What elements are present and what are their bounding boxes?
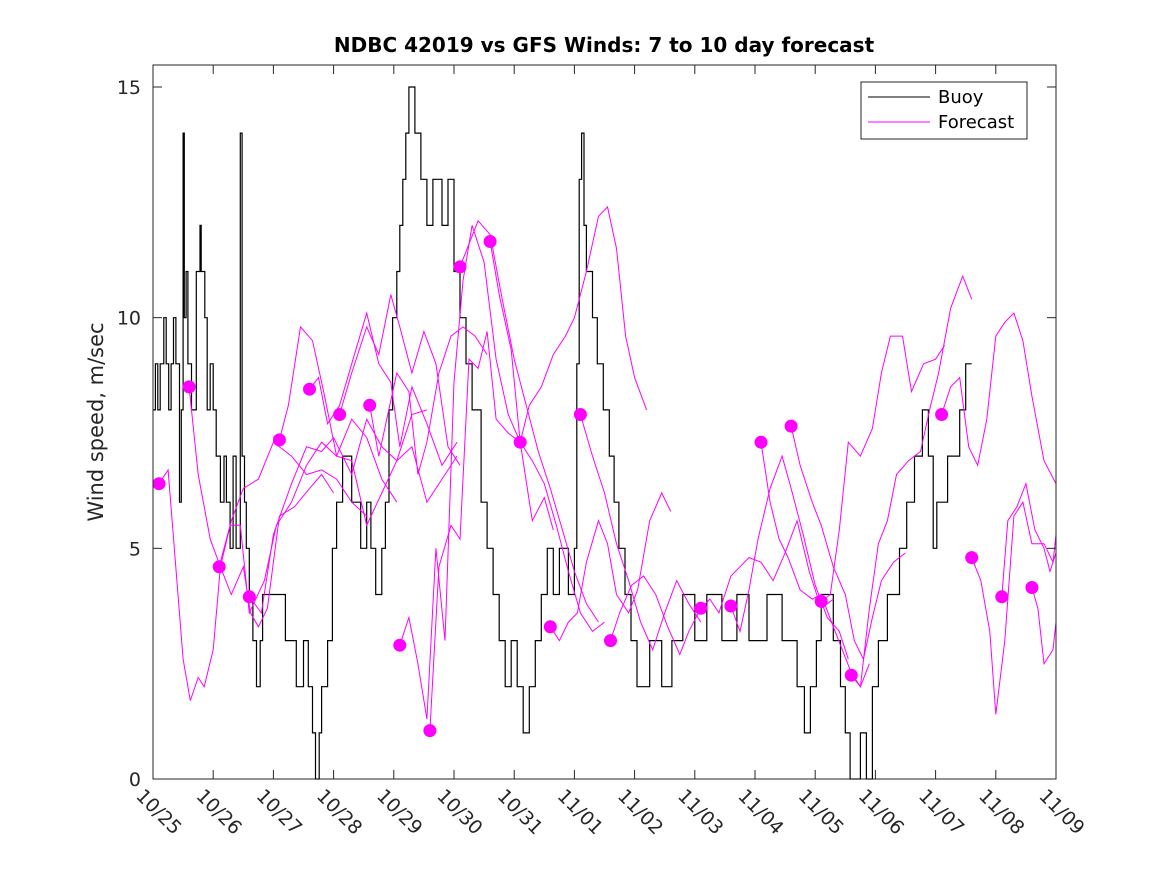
forecast-line: [218, 418, 398, 615]
axes-frame: [152, 64, 1057, 780]
forecast-line: [549, 491, 672, 642]
plot-area: [153, 65, 1056, 779]
forecast-start-marker: [965, 551, 979, 565]
forecast-start-marker: [604, 634, 617, 648]
forecast-line: [730, 454, 849, 660]
forecast-line: [459, 219, 599, 623]
forecast-start-marker: [483, 235, 497, 248]
forecast-line: [790, 425, 906, 661]
forecast-line: [399, 225, 521, 720]
forecast-start-marker: [242, 590, 256, 604]
forecast-start-marker: [935, 408, 949, 421]
legend-label-buoy: Buoy: [938, 87, 984, 108]
forecast-line: [188, 386, 368, 569]
forecast-line: [158, 468, 335, 701]
forecast-start-marker: [724, 599, 738, 613]
forecast-start-marker: [754, 435, 768, 449]
forecast-line: [1031, 587, 1057, 666]
chart-title: NDBC 42019 vs GFS Winds: 7 to 10 day for…: [334, 33, 875, 57]
forecast-line: [971, 500, 1057, 715]
forecast-start-marker: [212, 560, 226, 574]
forecast-start-marker: [152, 477, 166, 491]
forecast-start-marker: [182, 380, 196, 394]
y-tick-label: 15: [117, 77, 141, 99]
forecast-line: [309, 311, 458, 467]
y-axis-label: Wind speed, m/sec: [84, 322, 108, 521]
forecast-start-marker: [694, 601, 708, 615]
axes-box: [152, 64, 1057, 780]
forecast-start-marker: [543, 620, 557, 634]
forecast-start-marker: [423, 724, 437, 738]
y-tick-label: 10: [117, 308, 141, 330]
forecast-line: [850, 274, 973, 688]
data-layer: [152, 86, 1057, 780]
forecast-line: [579, 414, 702, 652]
forecast-line: [820, 335, 946, 602]
forecast-line: [700, 518, 834, 615]
forecast-start-marker: [272, 433, 286, 447]
forecast-line: [519, 205, 648, 443]
forecast-start-marker: [453, 260, 467, 274]
forecast-line: [1001, 481, 1057, 597]
forecast-start-marker: [513, 435, 527, 449]
forecast-line: [941, 312, 1057, 484]
forecast-start-marker: [303, 382, 316, 396]
forecast-line: [369, 326, 488, 475]
y-tick-label: 0: [129, 769, 141, 791]
forecast-start-marker: [995, 590, 1009, 604]
forecast-start-marker: [363, 398, 377, 412]
forecast-start-marker: [393, 638, 407, 652]
forecast-start-marker: [573, 408, 587, 421]
buoy-line: [153, 86, 972, 780]
forecast-start-marker: [784, 419, 798, 433]
y-tick-label: 5: [129, 538, 141, 560]
forecast-line: [489, 241, 605, 633]
forecast-markers: [152, 235, 1039, 738]
forecast-line: [278, 325, 458, 527]
buoy-series: [153, 86, 972, 780]
forecast-start-marker: [814, 594, 828, 608]
forecast-line: [429, 331, 554, 731]
forecast-start-marker: [844, 668, 858, 682]
forecast-start-marker: [333, 408, 347, 421]
legend-label-forecast: Forecast: [938, 112, 1014, 133]
forecast-start-marker: [1025, 581, 1039, 594]
forecast-line: [610, 575, 702, 656]
legend-box: [860, 81, 1028, 140]
legend: Buoy Forecast: [860, 81, 1028, 140]
forecast-line: [339, 294, 461, 466]
